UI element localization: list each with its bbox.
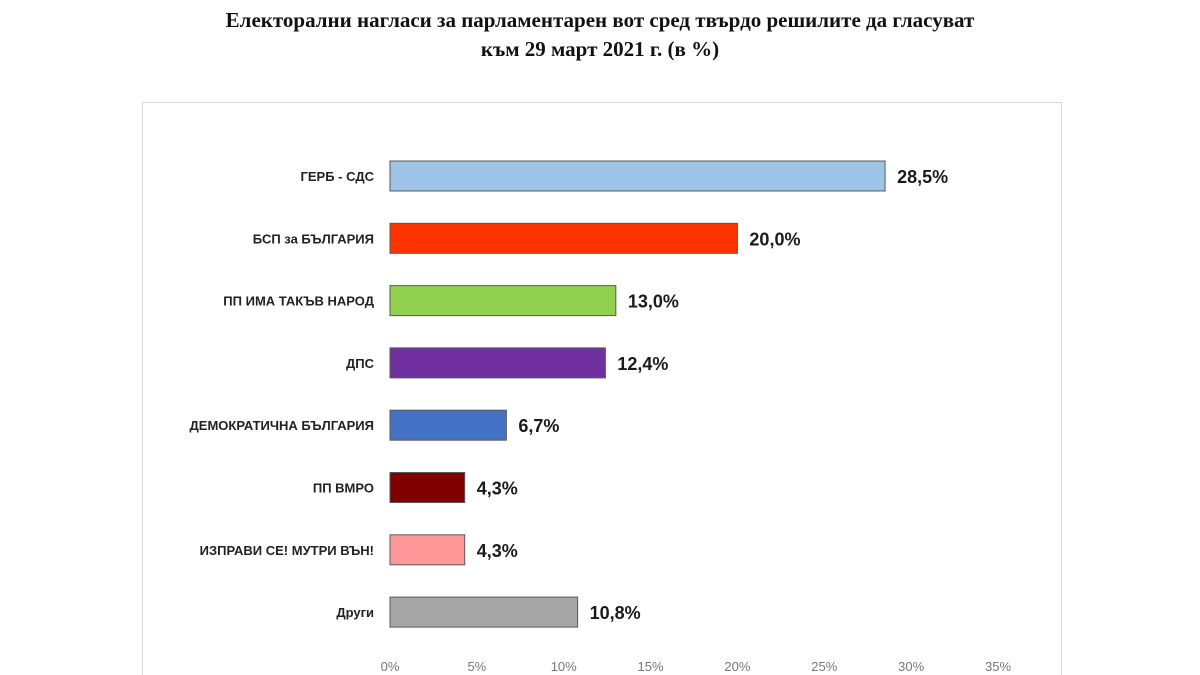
bar: [389, 347, 606, 379]
bar: [389, 596, 579, 628]
x-tick-label: 5%: [467, 659, 486, 674]
bar: [389, 160, 886, 192]
bar: [389, 472, 466, 503]
x-tick-label: 15%: [638, 659, 664, 674]
category-label: ДПС: [346, 356, 375, 371]
data-label: 10,8%: [590, 603, 641, 623]
data-label: 4,3%: [477, 479, 518, 499]
x-tick-label: 25%: [811, 659, 837, 674]
bar: [389, 409, 507, 441]
chart-title: Електорални нагласи за парламентарен вот…: [0, 6, 1200, 64]
bar: [389, 285, 617, 317]
category-label: ИЗПРАВИ СЕ! МУТРИ ВЪН!: [200, 543, 374, 558]
bar: [389, 222, 738, 254]
category-label: БСП за БЪЛГАРИЯ: [253, 231, 374, 246]
bar: [389, 534, 466, 566]
x-tick-label: 20%: [724, 659, 750, 674]
category-label: ГЕРБ - СДС: [301, 169, 375, 184]
data-label: 6,7%: [518, 416, 559, 436]
chart-title-line-1: Електорални нагласи за парламентарен вот…: [225, 8, 975, 32]
data-label: 28,5%: [897, 167, 948, 187]
x-tick-label: 0%: [381, 659, 400, 674]
chart-title-line-2: към 29 март 2021 г. (в %): [480, 37, 720, 61]
category-label: ПП ИМА ТАКЪВ НАРОД: [223, 294, 374, 309]
data-label: 20,0%: [749, 229, 800, 249]
category-label: Други: [336, 605, 374, 620]
data-label: 4,3%: [477, 541, 518, 561]
data-label: 12,4%: [617, 354, 668, 374]
x-tick-label: 10%: [551, 659, 577, 674]
x-tick-label: 35%: [985, 659, 1011, 674]
category-label: ДЕМОКРАТИЧНА БЪЛГАРИЯ: [190, 418, 374, 433]
category-label: ПП ВМРО: [313, 481, 374, 496]
chart-area: [142, 102, 1062, 675]
data-label: 13,0%: [628, 292, 679, 312]
x-tick-label: 30%: [898, 659, 924, 674]
